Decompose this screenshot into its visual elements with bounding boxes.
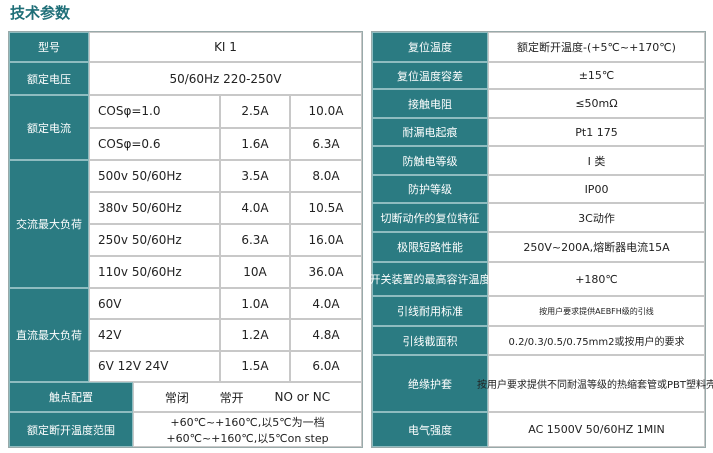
- cell-value: 2.5A: [220, 95, 290, 128]
- cell-value: 6.0A: [290, 350, 362, 382]
- cell-condition: 42V: [89, 319, 220, 351]
- row-header: 电气强度: [372, 412, 488, 447]
- cell-value: 0.2/0.3/0.5/0.75mm2或按用户的要求: [488, 326, 705, 355]
- cell-value: 6.3A: [290, 127, 362, 160]
- cell-value: 4.8A: [290, 319, 362, 351]
- cell-value: 3.5A: [220, 160, 290, 192]
- row-header: 额定断开温度范围: [9, 412, 133, 447]
- cell-value: 常闭 常开 NO or NC: [133, 382, 362, 412]
- cell-value: ±15℃: [488, 62, 705, 89]
- cell-condition: COSφ=0.6: [89, 127, 220, 160]
- row-header: 开关装置的最高容许温度: [370, 262, 491, 296]
- cell-condition: 6V 12V 24V: [89, 350, 220, 382]
- text-line: +60℃~+160℃,以5℃为一档: [170, 415, 325, 429]
- row-header: 复位温度容差: [372, 62, 488, 89]
- row-header: 引线截面积: [372, 326, 488, 355]
- cell-condition: COSφ=1.0: [89, 95, 220, 128]
- cell-value: 16.0A: [290, 224, 362, 256]
- row-header: 防触电等级: [372, 146, 488, 175]
- left-frame: [8, 31, 363, 448]
- row-header: 防护等级: [372, 175, 488, 203]
- row-header: 极限短路性能: [372, 232, 488, 262]
- contact-type: 常开: [219, 390, 244, 405]
- cell-value: 50/60Hz 220-250V: [89, 62, 362, 95]
- cell-value: 6.3A: [220, 224, 290, 256]
- cell-value: 36.0A: [290, 256, 362, 288]
- cell-value: ≤50mΩ: [488, 89, 705, 118]
- cell-value: 10.0A: [290, 95, 362, 128]
- row-header: 引线耐用标准: [372, 296, 488, 326]
- row-header: 切断动作的复位特征: [372, 203, 488, 232]
- cell-value: +60℃~+160℃,以5℃为一档 +60℃~+160℃,以5℃on step: [133, 412, 362, 447]
- row-header: 额定电流: [9, 95, 89, 160]
- cell-condition: 250v 50/60Hz: [89, 224, 220, 256]
- row-header: 直流最大负荷: [9, 288, 89, 382]
- cell-value: 1.0A: [220, 288, 290, 320]
- row-header: 交流最大负荷: [9, 160, 89, 288]
- cell-value: AC 1500V 50/60HZ 1MIN: [488, 412, 705, 447]
- cell-condition: 500v 50/60Hz: [89, 160, 220, 192]
- cell-value: +180℃: [488, 262, 705, 296]
- page-title: 技术参数: [10, 4, 71, 22]
- cell-value: 10A: [220, 256, 290, 288]
- cell-value: 按用户要求提供不同耐温等级的热缩套管或PBT塑料壳: [477, 355, 713, 412]
- cell-value: 250V~200A,熔断器电流15A: [488, 232, 705, 262]
- cell-value: 按用户要求提供AEBFH级的引线: [488, 296, 705, 326]
- row-header: 型号: [9, 32, 89, 62]
- row-header: 绝缘护套: [372, 355, 488, 412]
- cell-condition: 60V: [89, 288, 220, 320]
- row-header: 接触电阻: [372, 89, 488, 118]
- cell-value: 4.0A: [220, 192, 290, 224]
- row-header: 复位温度: [372, 32, 488, 62]
- cell-value: 4.0A: [290, 288, 362, 320]
- right-frame: [371, 31, 706, 448]
- text-line: +60℃~+160℃,以5℃on step: [166, 431, 329, 445]
- cell-value: 3C动作: [488, 203, 705, 232]
- cell-value: IP00: [488, 175, 705, 203]
- cell-value: 1.2A: [220, 319, 290, 351]
- cell-value: I 类: [488, 146, 705, 175]
- row-header: 触点配置: [9, 382, 133, 412]
- cell-condition: 110v 50/60Hz: [89, 256, 220, 288]
- cell-value: 10.5A: [290, 192, 362, 224]
- cell-condition: 380v 50/60Hz: [89, 192, 220, 224]
- contact-type: NO or NC: [274, 390, 331, 404]
- cell-value: Pt1 175: [488, 118, 705, 146]
- cell-value: KI 1: [89, 32, 362, 62]
- row-header: 额定电压: [9, 62, 89, 95]
- row-header: 耐漏电起痕: [372, 118, 488, 146]
- cell-value: 1.6A: [220, 127, 290, 160]
- cell-value: 额定断开温度-(+5℃~+170℃): [488, 32, 705, 62]
- cell-value: 8.0A: [290, 160, 362, 192]
- cell-value: 1.5A: [220, 350, 290, 382]
- contact-type: 常闭: [164, 390, 189, 405]
